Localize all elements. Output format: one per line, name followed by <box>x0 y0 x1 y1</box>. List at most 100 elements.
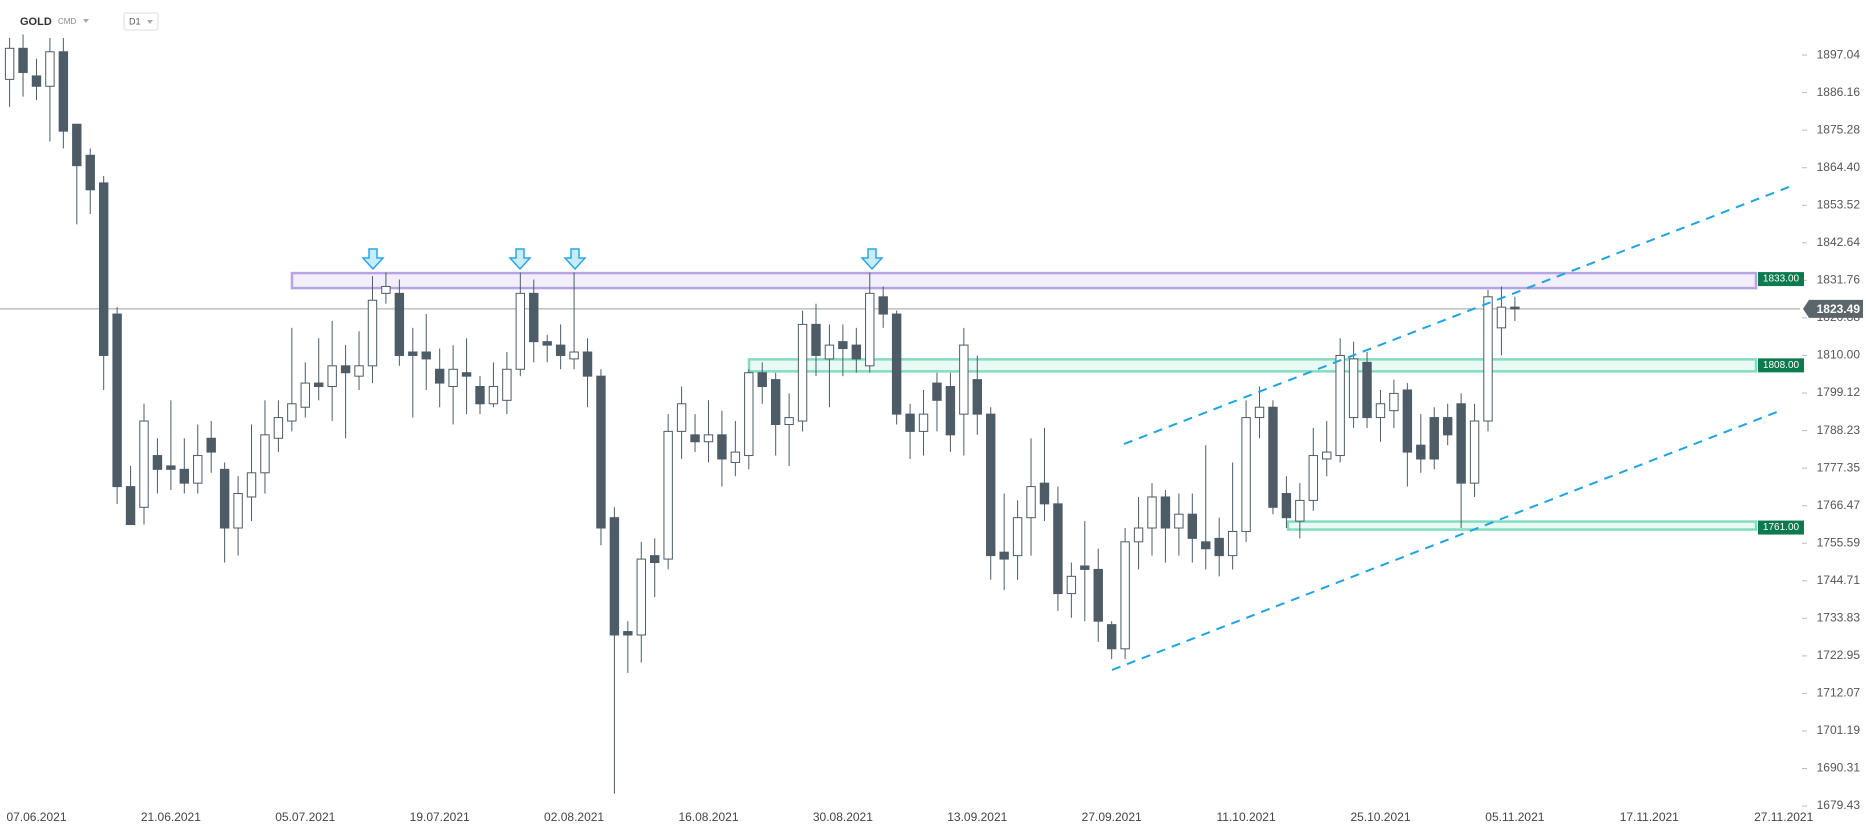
dropdown-icon[interactable] <box>83 19 89 23</box>
candle-body <box>98 182 109 356</box>
candle-body <box>488 386 499 405</box>
candle-body <box>300 382 310 408</box>
candle-body <box>1348 358 1359 419</box>
candle-body <box>139 420 149 508</box>
candle-body <box>932 382 942 401</box>
level-zone <box>747 358 1758 373</box>
candle-body <box>31 75 42 87</box>
candle-body <box>1254 406 1265 419</box>
x-tick-label: 17.11.2021 <box>1620 810 1679 824</box>
candle-body <box>986 413 996 557</box>
candle-body <box>1402 389 1413 453</box>
level-label-box <box>1758 358 1804 373</box>
candle-body <box>421 351 431 360</box>
candle-body <box>18 47 28 73</box>
level-zone <box>1286 520 1758 531</box>
marker-arrow <box>508 248 532 271</box>
candle-body <box>166 465 176 470</box>
candle-body <box>770 379 781 425</box>
candle-body <box>354 365 364 377</box>
candle-body <box>878 296 888 315</box>
candle-body <box>918 413 929 432</box>
candle-body <box>193 455 203 484</box>
candle-body <box>434 368 445 384</box>
candle-body <box>999 551 1009 560</box>
x-tick-label: 30.08.2021 <box>813 810 873 824</box>
y-tick-label: 1679.43 <box>1817 798 1861 812</box>
candle-body <box>1012 517 1023 557</box>
candle-body <box>1308 455 1318 501</box>
candle-body <box>1160 496 1171 529</box>
candle-body <box>1268 406 1278 508</box>
candle-body <box>1429 417 1439 460</box>
y-tick-label: 1886.16 <box>1817 85 1861 99</box>
candle-body <box>542 341 552 346</box>
y-tick-label: 1864.40 <box>1817 160 1861 174</box>
candle-body <box>1295 499 1305 522</box>
candle-body <box>851 344 862 360</box>
y-tick-label: 1690.31 <box>1817 761 1861 775</box>
candle-body <box>367 299 378 367</box>
x-tick-label: 19.07.2021 <box>410 810 470 824</box>
level-label: 1833.00 <box>1763 274 1800 285</box>
y-tick-label: 1875.28 <box>1817 122 1861 136</box>
candle-body <box>676 403 687 432</box>
candle-body <box>1187 513 1198 539</box>
candle-body <box>1496 306 1507 329</box>
dropdown-icon[interactable] <box>147 20 153 24</box>
candle-body <box>72 123 82 167</box>
candle-body <box>1147 496 1157 529</box>
y-tick-label: 1810.00 <box>1817 348 1861 362</box>
x-tick-label: 13.09.2021 <box>947 810 1007 824</box>
candle-body <box>690 434 700 443</box>
y-tick-label: 1701.19 <box>1817 723 1861 737</box>
candle-body <box>555 344 566 356</box>
candle-body <box>58 51 69 132</box>
trend-line <box>1111 409 1783 671</box>
candle-body <box>730 451 741 463</box>
candle-body <box>609 517 620 636</box>
candle-body <box>1241 417 1251 532</box>
candle-body <box>1416 444 1426 460</box>
candle-body <box>125 486 136 526</box>
candle-body <box>233 493 243 529</box>
candle-body <box>744 372 754 457</box>
candle-body <box>838 341 848 350</box>
candle-body <box>1227 530 1238 557</box>
candle-body <box>502 368 512 401</box>
candle-body <box>1039 482 1050 505</box>
candle-body <box>582 351 593 377</box>
candle-body <box>4 47 15 80</box>
timeframe[interactable]: D1 <box>129 16 141 26</box>
level-label-box <box>1758 520 1804 535</box>
candle-body <box>1375 403 1386 419</box>
y-tick-label: 1755.59 <box>1817 535 1861 549</box>
candle-body <box>757 372 767 388</box>
timeframe-box[interactable] <box>123 12 159 31</box>
candle-body <box>596 375 606 529</box>
candle-body <box>246 472 257 498</box>
candle-body <box>1093 568 1103 622</box>
candle-body <box>408 351 418 356</box>
candle-body <box>959 344 969 415</box>
market[interactable]: CMD <box>58 17 76 26</box>
marker-arrow <box>860 248 884 271</box>
y-tick-label: 1897.04 <box>1817 47 1861 61</box>
candle-body <box>1174 513 1184 529</box>
level-zone <box>290 271 1758 290</box>
candle-body <box>1442 417 1453 436</box>
candle-body <box>717 434 727 460</box>
candle-body <box>1053 503 1063 595</box>
last-price-tag <box>1803 299 1863 318</box>
candle-body <box>891 313 902 415</box>
x-tick-label: 16.08.2021 <box>678 810 738 824</box>
x-tick-label: 05.11.2021 <box>1485 810 1544 824</box>
x-tick-label: 27.09.2021 <box>1082 810 1142 824</box>
x-tick-label: 05.07.2021 <box>275 810 335 824</box>
candle-body <box>273 417 284 439</box>
y-tick-label: 1831.76 <box>1817 273 1861 287</box>
candle-body <box>569 351 579 360</box>
candle-body <box>945 386 956 436</box>
candle-body <box>1483 296 1493 422</box>
